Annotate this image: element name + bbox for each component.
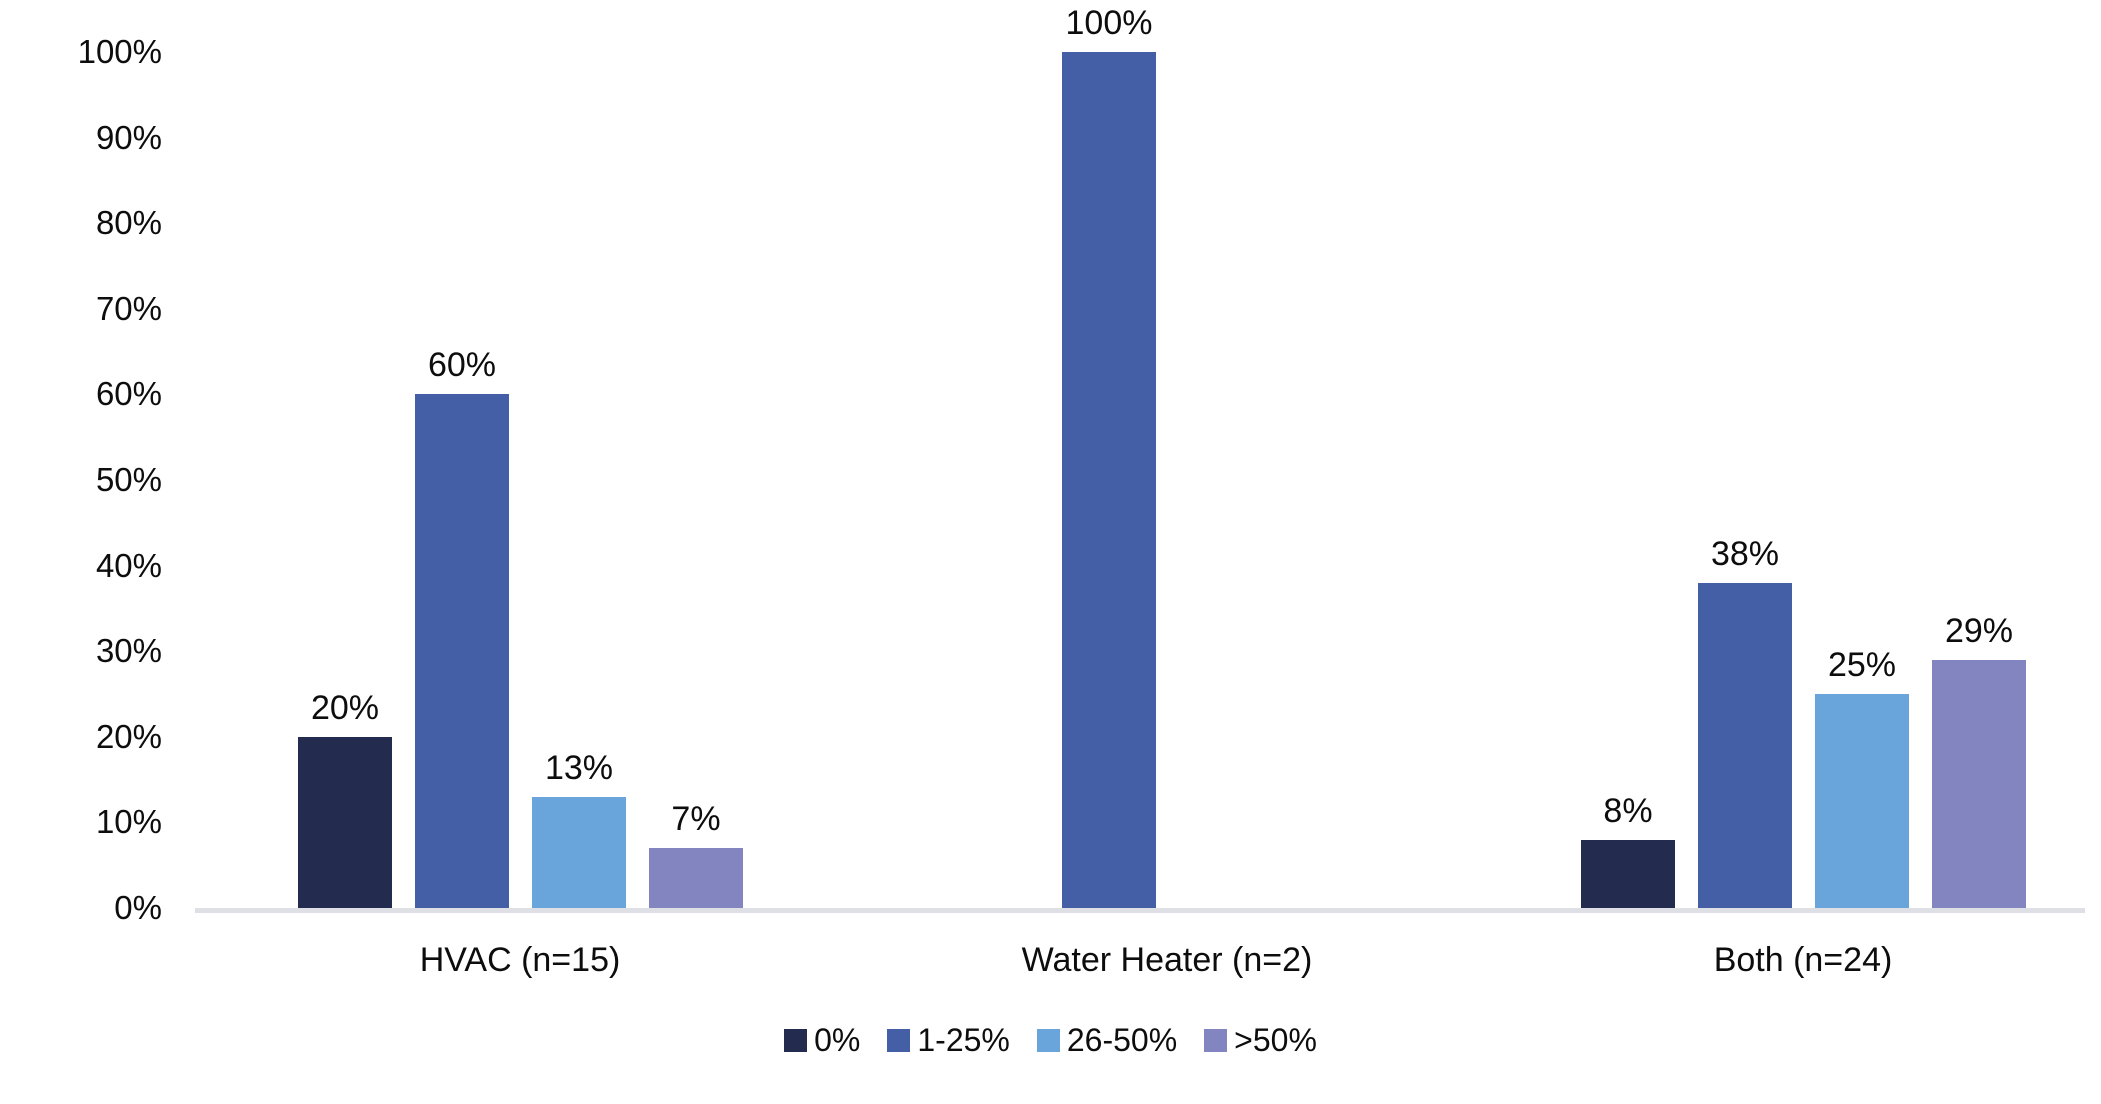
bar-value-label-1-25-hvac-n-15: 60% (427, 346, 497, 384)
legend-label-50: >50% (1234, 1022, 1317, 1058)
legend-swatch-50 (1204, 1028, 1228, 1052)
legend-label-0: 0% (814, 1022, 861, 1058)
x-axis-line (195, 908, 2085, 913)
y-axis-tick-label-70: 70% (95, 290, 162, 327)
bar-1-25-both-n-24 (1698, 583, 1792, 908)
bar-50-both-n-24 (1932, 660, 2026, 908)
bar-0-hvac-n-15 (298, 737, 392, 908)
bar-value-label-50-hvac-n-15: 7% (671, 800, 721, 838)
bar-value-label-26-50-hvac-n-15: 13% (544, 749, 614, 787)
y-axis-tick-label-0: 0% (114, 889, 162, 926)
legend-swatch-26-50 (1036, 1028, 1060, 1052)
y-axis-tick-label-40: 40% (95, 547, 162, 584)
legend-item-26-50: 26-50% (1036, 1022, 1178, 1058)
legend: 0% 1-25% 26-50% >50% (0, 1022, 2101, 1058)
y-axis-tick-label-30: 30% (95, 632, 162, 669)
bar-26-50-both-n-24 (1815, 694, 1909, 908)
bar-1-25-water-heater-n-2 (1062, 52, 1156, 908)
bar-value-label-1-25-both-n-24: 38% (1710, 535, 1780, 573)
y-axis-tick-label-90: 90% (95, 119, 162, 156)
legend-label-1-25: 1-25% (917, 1022, 1010, 1058)
bar-value-label-1-25-water-heater-n-2: 100% (1065, 4, 1153, 42)
x-axis-category-label-water-heater-n-2: Water Heater (n=2) (1021, 941, 1313, 979)
bar-0-both-n-24 (1581, 840, 1675, 908)
y-axis-tick-label-10: 10% (95, 803, 162, 840)
y-axis-tick-label-60: 60% (95, 375, 162, 412)
y-axis-tick-label-20: 20% (95, 718, 162, 755)
y-axis-tick-label-100: 100% (77, 33, 162, 70)
bar-value-label-26-50-both-n-24: 25% (1827, 646, 1897, 684)
y-axis-tick-label-50: 50% (95, 461, 162, 498)
legend-swatch-1-25 (887, 1028, 911, 1052)
x-axis-category-label-hvac-n-15: HVAC (n=15) (419, 941, 621, 979)
legend-swatch-0 (784, 1028, 808, 1052)
y-axis-tick-label-80: 80% (95, 204, 162, 241)
x-axis-category-label-both-n-24: Both (n=24) (1713, 941, 1893, 979)
legend-label-26-50: 26-50% (1066, 1022, 1178, 1058)
bar-50-hvac-n-15 (649, 848, 743, 908)
legend-item-1-25: 1-25% (887, 1022, 1010, 1058)
legend-item-50: >50% (1204, 1022, 1317, 1058)
bar-value-label-0-hvac-n-15: 20% (310, 689, 380, 727)
bar-1-25-hvac-n-15 (415, 394, 509, 908)
bar-26-50-hvac-n-15 (532, 797, 626, 908)
bar-value-label-50-both-n-24: 29% (1944, 612, 2014, 650)
legend-item-0: 0% (784, 1022, 860, 1058)
bar-value-label-0-both-n-24: 8% (1603, 792, 1653, 830)
